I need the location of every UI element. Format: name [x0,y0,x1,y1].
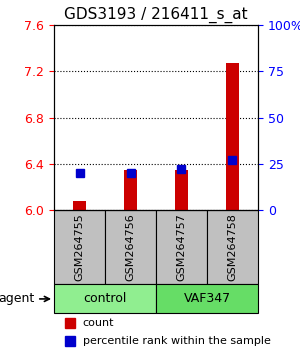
Bar [226,63,239,210]
FancyBboxPatch shape [156,210,207,285]
FancyBboxPatch shape [207,210,258,285]
Text: GSM264757: GSM264757 [176,213,187,281]
Text: VAF347: VAF347 [183,292,231,306]
FancyBboxPatch shape [156,285,258,313]
Bar [73,201,86,210]
FancyBboxPatch shape [54,285,156,313]
Text: percentile rank within the sample: percentile rank within the sample [82,336,270,346]
Bar [124,170,137,210]
Text: agent: agent [0,292,50,306]
Text: count: count [82,318,114,328]
FancyBboxPatch shape [105,210,156,285]
Text: GSM264756: GSM264756 [125,213,136,281]
Title: GDS3193 / 216411_s_at: GDS3193 / 216411_s_at [64,7,248,23]
Bar [175,170,188,210]
FancyBboxPatch shape [54,210,105,285]
Text: control: control [83,292,127,306]
Text: GSM264758: GSM264758 [227,213,238,281]
Text: GSM264755: GSM264755 [74,213,85,281]
